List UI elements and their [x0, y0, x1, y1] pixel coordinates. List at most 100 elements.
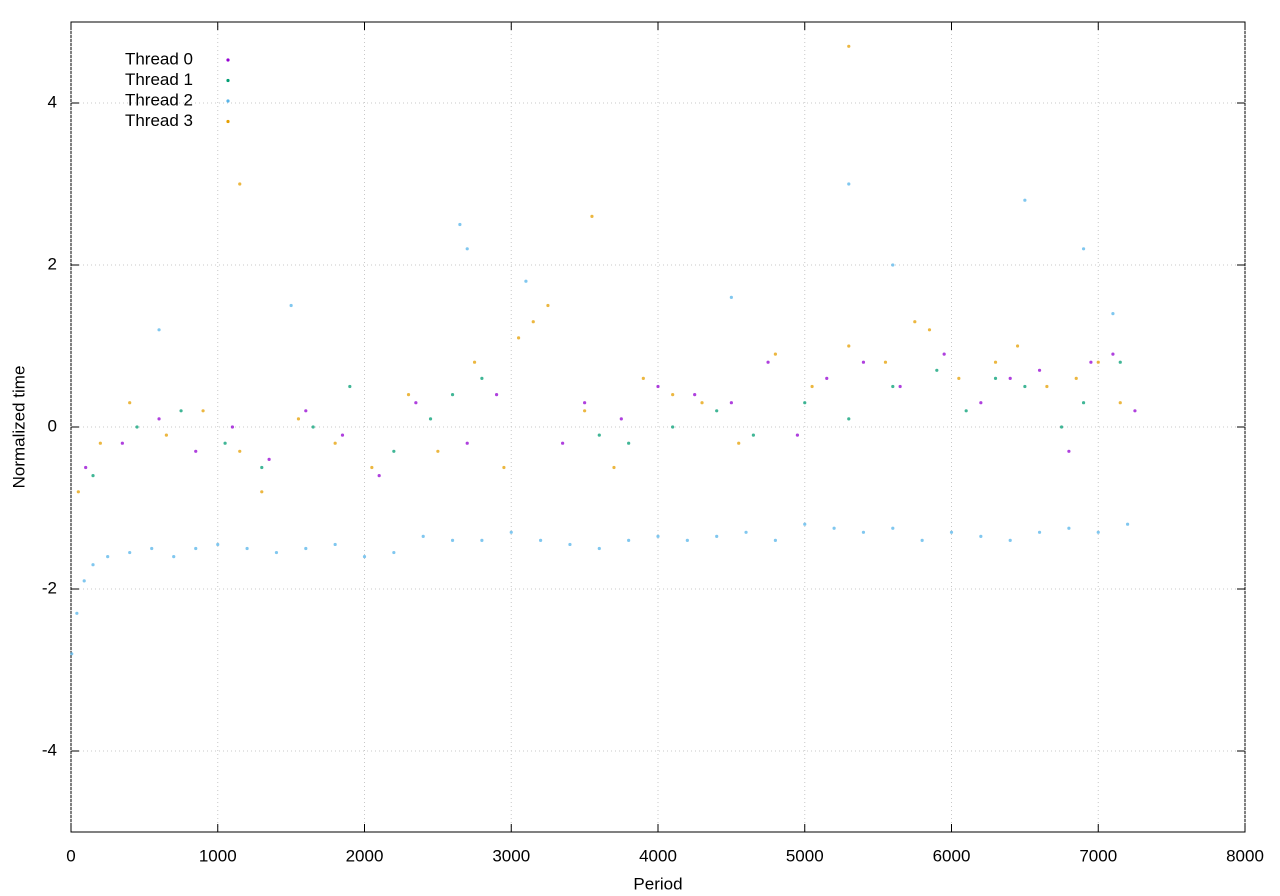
- point: [861, 530, 866, 534]
- point: [458, 222, 462, 227]
- point: [979, 534, 983, 538]
- point: [744, 530, 748, 534]
- legend-label: Thread 1: [125, 70, 193, 89]
- point: [333, 542, 337, 547]
- point: [539, 538, 543, 543]
- y-axis-label: Normalized time: [9, 366, 28, 489]
- point: [891, 263, 895, 267]
- y-tick-label: -2: [42, 578, 57, 597]
- point: [465, 247, 469, 251]
- point: [348, 384, 352, 389]
- point: [516, 336, 521, 340]
- point: [82, 579, 86, 583]
- point: [333, 441, 337, 445]
- point: [847, 344, 851, 348]
- point: [436, 449, 440, 453]
- point: [979, 401, 983, 405]
- point: [392, 550, 396, 555]
- point: [1015, 344, 1020, 348]
- point: [120, 441, 124, 445]
- point: [1118, 360, 1122, 364]
- point: [1074, 376, 1078, 380]
- point: [164, 433, 168, 437]
- point: [267, 457, 271, 461]
- point: [106, 555, 110, 559]
- point: [1023, 384, 1027, 389]
- point: [612, 465, 616, 470]
- point: [245, 546, 249, 551]
- point: [737, 441, 741, 445]
- point: [75, 611, 79, 615]
- point: [1037, 368, 1042, 372]
- point: [561, 441, 565, 445]
- point: [304, 546, 308, 551]
- y-tick-label: 0: [48, 416, 57, 435]
- point: [993, 376, 998, 380]
- point: [128, 550, 132, 555]
- point: [1037, 530, 1042, 534]
- point: [597, 433, 601, 437]
- point: [671, 393, 675, 397]
- point: [340, 433, 345, 437]
- point: [70, 652, 74, 656]
- legend-key: [226, 78, 230, 83]
- point: [891, 526, 895, 530]
- point: [531, 320, 535, 324]
- point: [773, 538, 778, 543]
- point: [509, 530, 513, 534]
- point: [729, 401, 733, 405]
- point: [172, 555, 176, 559]
- point: [450, 538, 455, 543]
- point: [157, 417, 161, 421]
- x-tick-label: 2000: [346, 846, 384, 865]
- point: [795, 433, 800, 437]
- point: [957, 376, 961, 380]
- point: [450, 393, 455, 397]
- point: [480, 538, 484, 543]
- point: [861, 360, 866, 364]
- point: [810, 384, 814, 389]
- point: [91, 563, 95, 567]
- point: [583, 401, 587, 405]
- point: [1126, 522, 1130, 526]
- point: [1008, 376, 1012, 380]
- point: [942, 352, 946, 356]
- point: [590, 214, 594, 218]
- point: [128, 401, 132, 405]
- point: [913, 320, 917, 324]
- point: [1081, 247, 1086, 251]
- point: [480, 376, 484, 380]
- point: [803, 522, 807, 526]
- point: [898, 384, 902, 389]
- point: [150, 546, 154, 551]
- legend-label: Thread 0: [125, 49, 193, 68]
- point: [157, 328, 161, 332]
- point: [1096, 360, 1100, 364]
- point: [238, 449, 242, 453]
- legend-key: [226, 99, 230, 103]
- legend-key: [226, 119, 230, 124]
- point: [1111, 312, 1115, 316]
- point: [825, 376, 829, 380]
- point: [392, 449, 396, 453]
- point: [194, 449, 198, 453]
- point: [847, 417, 851, 421]
- point: [414, 401, 418, 405]
- point: [406, 393, 411, 397]
- x-tick-label: 7000: [1079, 846, 1117, 865]
- point: [1111, 352, 1115, 356]
- point: [362, 555, 367, 559]
- point: [98, 441, 102, 445]
- point: [766, 360, 770, 364]
- point: [693, 393, 697, 397]
- point: [685, 538, 689, 543]
- point: [949, 530, 954, 534]
- point: [76, 490, 80, 494]
- point: [597, 546, 601, 551]
- point: [832, 526, 836, 530]
- point: [260, 490, 264, 494]
- point: [1008, 538, 1012, 543]
- point: [524, 279, 528, 283]
- point: [1096, 530, 1100, 534]
